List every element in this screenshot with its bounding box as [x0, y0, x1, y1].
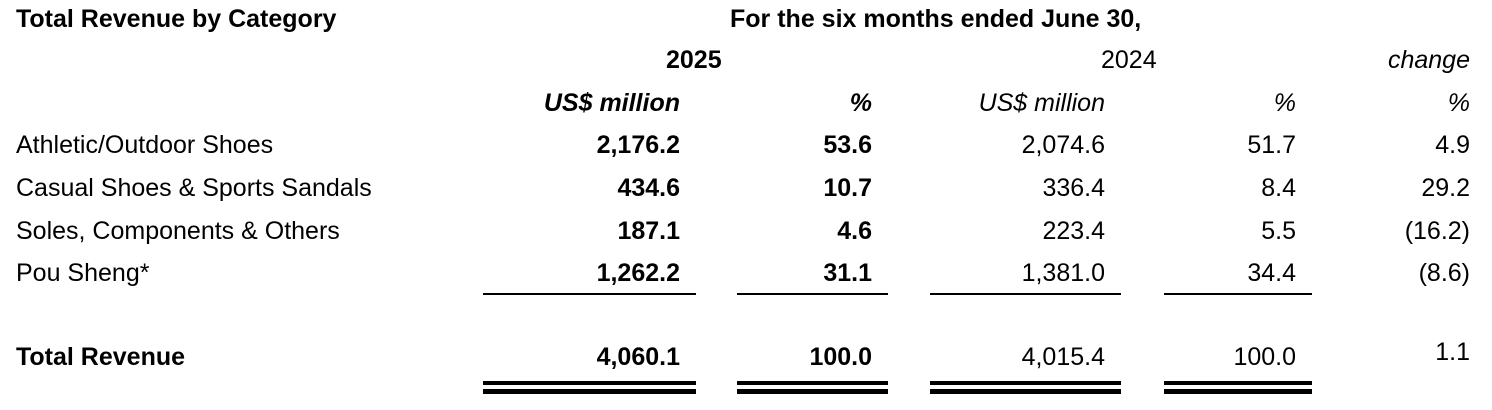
- rule: [737, 293, 888, 295]
- rule: [930, 293, 1121, 295]
- rule: [483, 381, 696, 385]
- cell: (16.2): [1404, 217, 1470, 245]
- cell: 336.4: [1042, 174, 1105, 202]
- unit-header: US$ million: [978, 89, 1105, 117]
- year-header: 2025: [666, 46, 722, 74]
- unit-header: %: [1273, 89, 1296, 117]
- unit-header: %: [849, 89, 872, 117]
- cell: 434.6: [617, 174, 680, 202]
- cell: 8.4: [1261, 174, 1296, 202]
- cell: 53.6: [823, 131, 872, 159]
- cell: 29.2: [1421, 174, 1470, 202]
- cell: 2,176.2: [596, 131, 680, 159]
- cell: 187.1: [617, 217, 680, 245]
- row-label: Soles, Components & Others: [16, 217, 340, 245]
- total-cell: 4,060.1: [596, 343, 680, 371]
- cell: 223.4: [1042, 217, 1105, 245]
- rule: [930, 389, 1121, 394]
- cell: 1,381.0: [1021, 259, 1105, 287]
- total-cell: 4,015.4: [1021, 343, 1105, 371]
- total-cell: 1.1: [1435, 338, 1470, 366]
- rule: [1164, 389, 1312, 394]
- table-title: Total Revenue by Category: [16, 5, 337, 33]
- rule: [1164, 293, 1312, 295]
- cell: 5.5: [1261, 217, 1296, 245]
- period-header: For the six months ended June 30,: [730, 5, 1142, 33]
- row-label: Pou Sheng*: [16, 259, 150, 287]
- unit-header: %: [1447, 89, 1470, 117]
- cell: 31.1: [823, 259, 872, 287]
- cell: 2,074.6: [1021, 131, 1105, 159]
- cell: 51.7: [1247, 131, 1296, 159]
- row-label: Casual Shoes & Sports Sandals: [16, 174, 372, 202]
- cell: 4.6: [837, 217, 872, 245]
- cell: 34.4: [1247, 259, 1296, 287]
- total-cell: 100.0: [809, 343, 872, 371]
- cell: 1,262.2: [596, 259, 680, 287]
- cell: (8.6): [1418, 259, 1470, 287]
- rule: [483, 389, 696, 394]
- rule: [737, 381, 888, 385]
- total-label: Total Revenue: [16, 343, 186, 371]
- rule: [483, 293, 696, 295]
- cell: 10.7: [823, 174, 872, 202]
- change-header: change: [1387, 46, 1470, 74]
- year-header: 2024: [1101, 46, 1157, 74]
- rule: [1164, 381, 1312, 385]
- rule: [930, 381, 1121, 385]
- total-cell: 100.0: [1233, 343, 1296, 371]
- row-label: Athletic/Outdoor Shoes: [16, 131, 274, 159]
- unit-header: US$ million: [543, 89, 680, 117]
- rule: [737, 389, 888, 394]
- cell: 4.9: [1435, 131, 1470, 159]
